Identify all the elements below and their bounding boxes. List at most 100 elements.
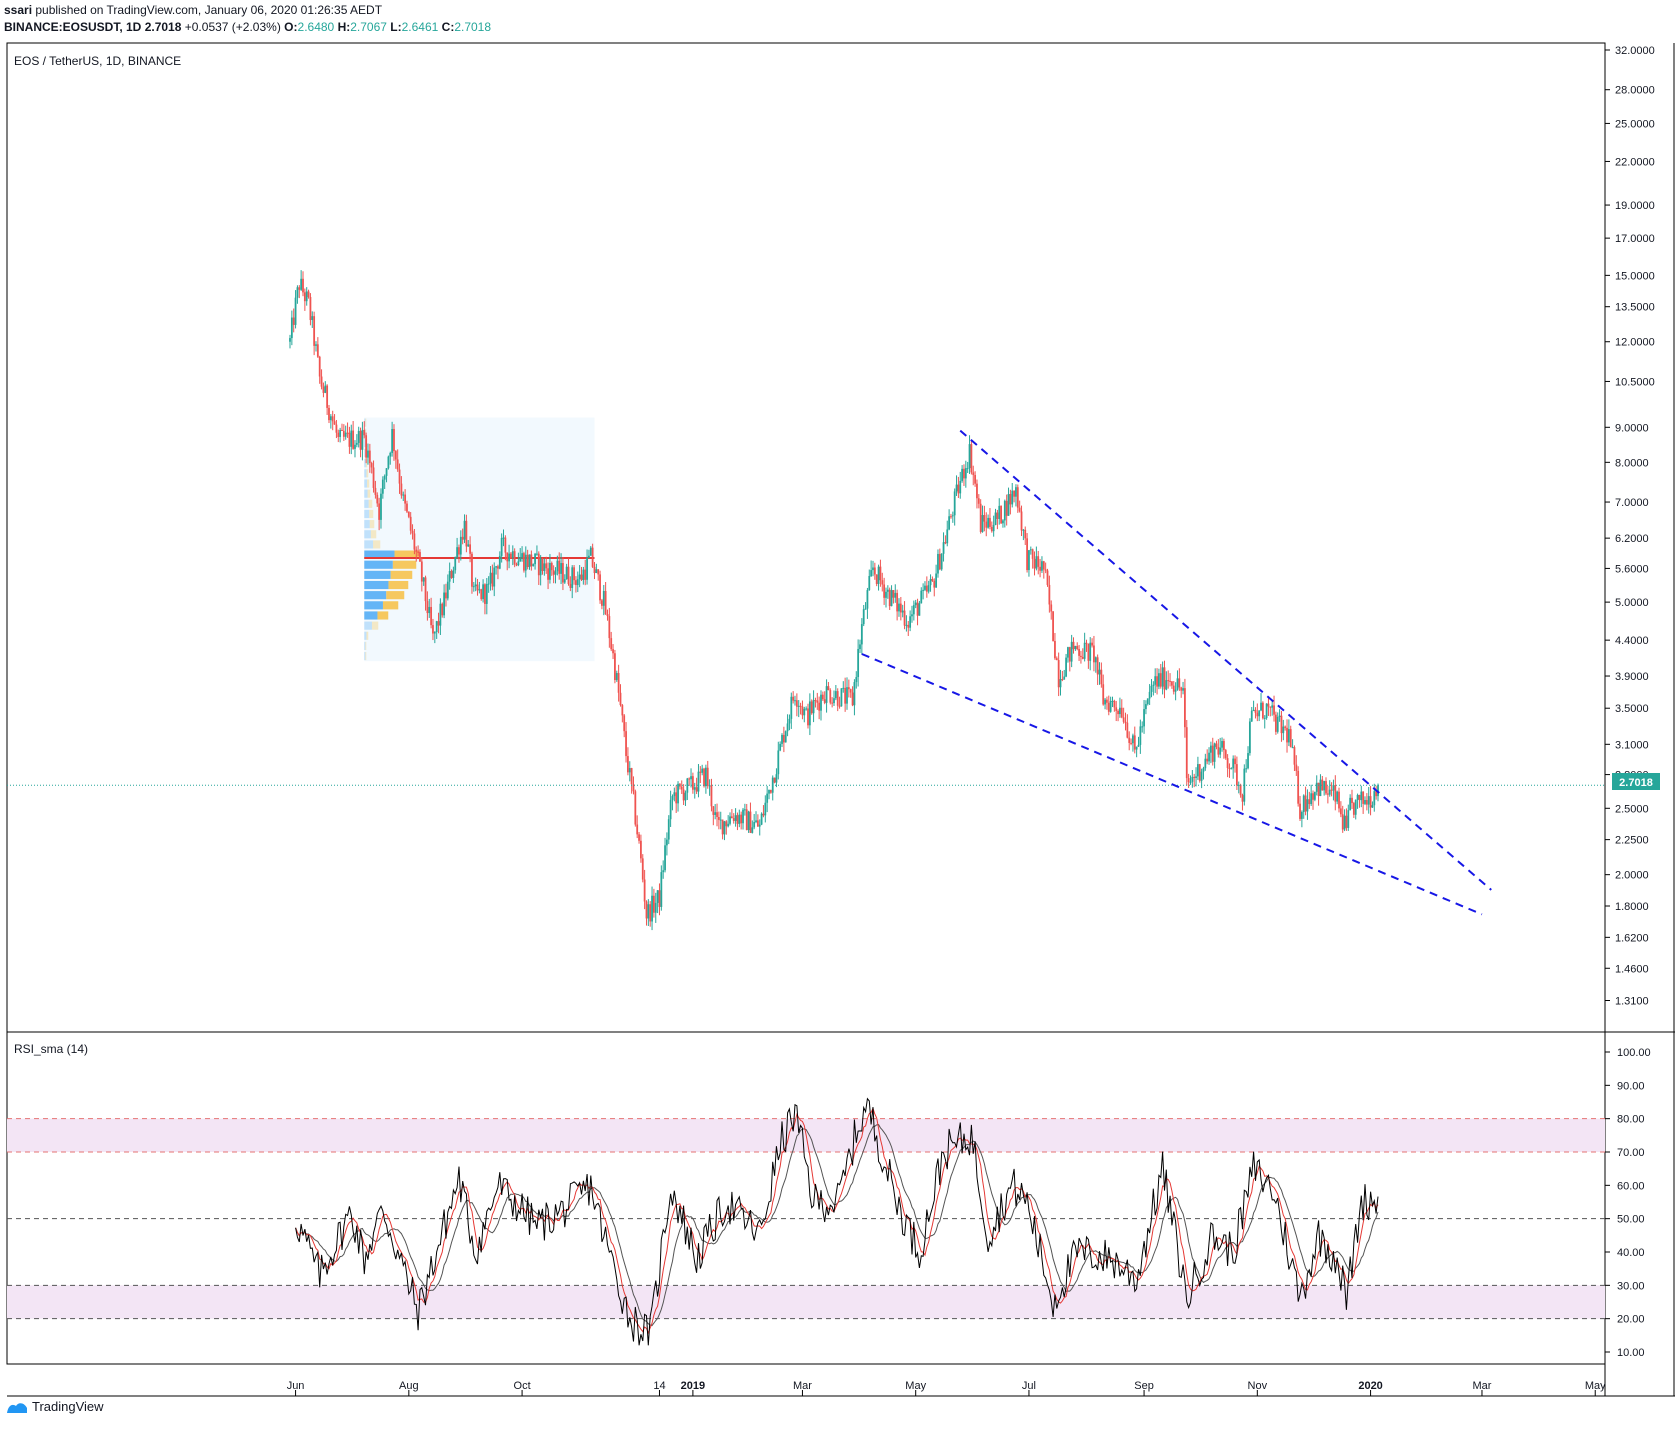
candle-body [807,708,809,726]
candle-body [667,819,670,840]
candle-body [977,498,980,504]
candle-body [480,589,483,600]
candle-body [1003,500,1006,521]
candle-body [1321,779,1324,791]
candle-body [309,296,312,321]
candle-body [756,820,759,827]
candle-body [1197,764,1199,777]
candle-body [329,416,332,421]
candle-body [625,731,627,757]
candle-body [660,872,663,907]
candle-body [1087,643,1090,661]
candle-body [563,579,566,583]
candle-body [1158,673,1160,687]
candle-body [617,673,620,693]
candle-body [1165,680,1168,690]
trendlines[interactable] [861,429,1492,916]
upper-trendline[interactable] [959,429,1492,891]
candle-body [1005,500,1008,516]
candle-body [354,444,356,449]
candle-body [441,603,444,616]
candle-body [1080,655,1082,657]
candle-body [1204,758,1207,769]
candle-body [647,904,650,919]
candle-body [528,554,531,568]
symbol-name: BINANCE:EOSUSDT, 1D [4,20,142,34]
rsi-tick-label: 10.00 [1617,1347,1645,1359]
candle-body [951,515,954,517]
low-label: L: [390,20,402,34]
candle-body [372,467,375,488]
lower-trendline[interactable] [861,653,1483,916]
candle-body [1338,791,1340,809]
candle-body [1308,799,1311,805]
candle-body [521,553,523,558]
candle-body [1018,507,1021,512]
candle-body [842,687,845,689]
candle-body [1299,803,1301,819]
symbol-info: BINANCE:EOSUSDT, 1D 2.7018 +0.0537 (+2.0… [4,20,491,34]
candle-body [890,590,893,607]
candle-body [404,494,407,504]
candle-body [738,814,741,824]
price-tick-label: 13.5000 [1615,302,1655,314]
candle-body [491,572,494,587]
candle-body [1291,747,1294,749]
candle-body [337,432,340,437]
candle-body [918,603,921,616]
candle-body [1037,556,1040,567]
vp-row-up [364,641,366,651]
candle-body [536,553,538,555]
candle-body [1126,722,1129,738]
candle-body [300,278,303,290]
candle-body [912,605,915,615]
candle-body [313,316,316,346]
candle-body [584,569,587,580]
candle-body [508,553,510,562]
candle-body [857,649,860,678]
candle-body [1310,793,1313,805]
candle-body [1106,699,1108,703]
candle-body [1219,747,1222,755]
candle-body [816,700,819,703]
price-tick-label: 1.8000 [1615,901,1649,913]
candle-body [619,692,622,706]
candle-body [920,590,923,604]
candle-body [589,547,592,556]
candle-body [734,815,737,821]
candle-body [812,700,815,714]
candle-body [760,813,763,825]
candle-body [1313,791,1316,800]
candle-body [346,432,349,434]
candle-body [794,700,796,702]
vp-row-up [364,489,368,498]
price-tick-label: 5.6000 [1615,563,1649,575]
candle-body [493,567,496,587]
price-tick-label: 1.4600 [1615,963,1649,975]
time-tick-label: Oct [514,1380,531,1392]
candle-body [948,516,951,530]
candle-body [881,580,884,585]
author-name[interactable]: ssari [4,3,33,17]
candle-body [519,557,522,562]
rsi-tick-label: 20.00 [1617,1314,1645,1326]
candle-body [571,567,574,588]
candle-body [1078,649,1080,656]
tradingview-footer[interactable]: TradingView [6,1399,104,1414]
vp-row-up [364,621,372,630]
price-tick-label: 8.0000 [1615,457,1649,469]
candle-body [562,563,564,583]
candle-body [407,511,410,517]
candle-body [560,563,562,574]
candle-body [636,824,639,835]
candle-body [593,566,596,574]
candle-body [966,468,969,470]
rsi-tick-label: 80.00 [1617,1114,1645,1126]
candle-body [515,564,518,566]
vp-row-down [390,570,413,579]
candle-body [1332,785,1335,791]
candle-body [946,529,949,544]
vp-row-down [366,469,369,478]
candle-body [552,570,555,575]
